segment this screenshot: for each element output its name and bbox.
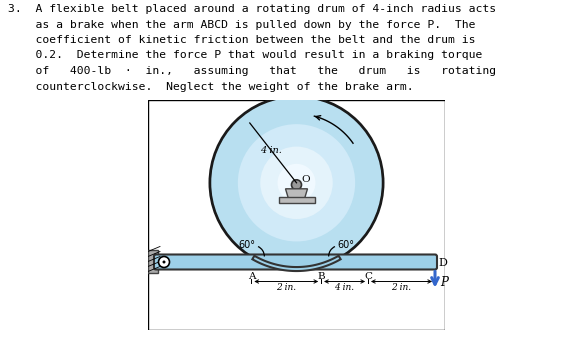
Text: C: C <box>364 273 372 281</box>
Circle shape <box>238 124 355 241</box>
Text: 2 in.: 2 in. <box>391 283 412 293</box>
Text: coefficient of kinetic friction between the belt and the drum is: coefficient of kinetic friction between … <box>8 35 475 45</box>
Text: 60°: 60° <box>337 241 354 250</box>
Text: 60°: 60° <box>239 241 256 250</box>
Circle shape <box>162 261 165 264</box>
Circle shape <box>211 97 382 268</box>
Text: P: P <box>440 276 448 289</box>
Polygon shape <box>252 256 340 271</box>
Text: D: D <box>438 258 447 269</box>
Text: 0.2.  Determine the force P that would result in a braking torque: 0.2. Determine the force P that would re… <box>8 51 482 61</box>
Circle shape <box>260 147 333 219</box>
Circle shape <box>158 256 169 268</box>
Text: 4 in.: 4 in. <box>259 146 281 155</box>
Text: O: O <box>301 175 310 184</box>
Text: A: A <box>248 273 255 281</box>
Text: as a brake when the arm ABCD is pulled down by the force P.  The: as a brake when the arm ABCD is pulled d… <box>8 20 475 30</box>
Text: counterclockwise.  Neglect the weight of the brake arm.: counterclockwise. Neglect the weight of … <box>8 82 413 92</box>
Circle shape <box>277 164 315 202</box>
FancyBboxPatch shape <box>154 254 437 270</box>
Text: 4 in.: 4 in. <box>335 283 354 293</box>
Circle shape <box>210 96 383 269</box>
Text: of   400-lb  ·  in.,   assuming   that   the   drum   is   rotating: of 400-lb · in., assuming that the drum … <box>8 66 496 76</box>
Text: 2 in.: 2 in. <box>276 283 296 293</box>
Text: 3.  A flexible belt placed around a rotating drum of 4-inch radius acts: 3. A flexible belt placed around a rotat… <box>8 4 496 14</box>
Bar <box>148 250 158 274</box>
Bar <box>279 197 315 203</box>
Text: B: B <box>317 273 325 281</box>
Polygon shape <box>286 189 308 199</box>
Circle shape <box>291 180 301 190</box>
